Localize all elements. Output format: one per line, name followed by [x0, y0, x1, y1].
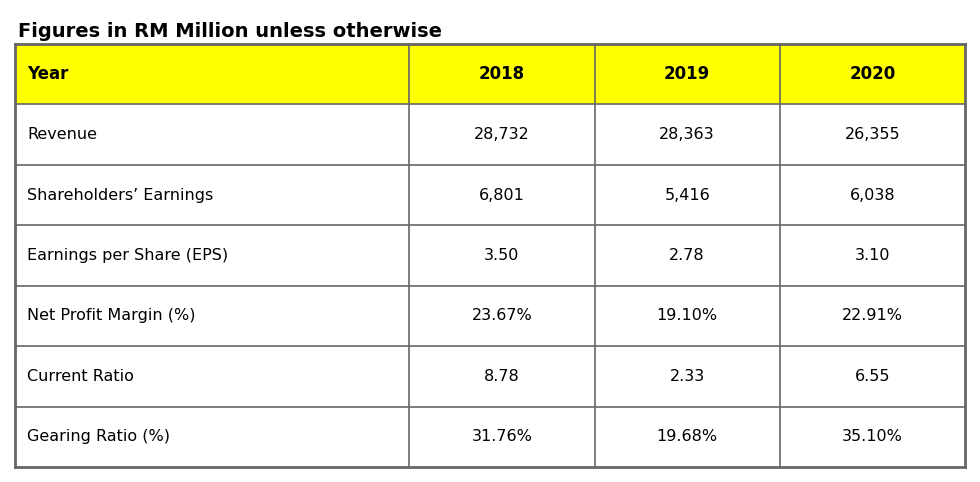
- Bar: [595, 407, 780, 467]
- Text: 28,363: 28,363: [660, 127, 715, 142]
- Bar: [15, 346, 410, 407]
- Text: Revenue: Revenue: [27, 127, 97, 142]
- Bar: [410, 165, 595, 225]
- Text: 19.10%: 19.10%: [657, 308, 717, 323]
- Text: 6,038: 6,038: [850, 187, 895, 202]
- Text: Current Ratio: Current Ratio: [27, 369, 134, 384]
- Bar: [780, 346, 965, 407]
- Text: 2.33: 2.33: [669, 369, 705, 384]
- Bar: [595, 165, 780, 225]
- Text: 8.78: 8.78: [484, 369, 519, 384]
- Text: 6,801: 6,801: [479, 187, 525, 202]
- Text: 28,732: 28,732: [474, 127, 530, 142]
- Text: Net Profit Margin (%): Net Profit Margin (%): [27, 308, 195, 323]
- Bar: [15, 105, 410, 165]
- Bar: [410, 44, 595, 105]
- Text: Shareholders’ Earnings: Shareholders’ Earnings: [27, 187, 214, 202]
- Bar: [780, 44, 965, 105]
- Text: 5,416: 5,416: [664, 187, 710, 202]
- Bar: [595, 44, 780, 105]
- Bar: [595, 286, 780, 346]
- Text: 22.91%: 22.91%: [842, 308, 903, 323]
- Bar: [410, 225, 595, 286]
- Text: 26,355: 26,355: [845, 127, 901, 142]
- Text: Earnings per Share (EPS): Earnings per Share (EPS): [27, 248, 228, 263]
- Text: Year: Year: [27, 65, 69, 83]
- Text: 31.76%: 31.76%: [471, 429, 532, 444]
- Bar: [595, 346, 780, 407]
- Bar: [595, 225, 780, 286]
- Text: 2018: 2018: [479, 65, 525, 83]
- Bar: [780, 165, 965, 225]
- Text: 6.55: 6.55: [855, 369, 890, 384]
- Text: Gearing Ratio (%): Gearing Ratio (%): [27, 429, 170, 444]
- Text: 2019: 2019: [664, 65, 710, 83]
- Bar: [410, 407, 595, 467]
- Bar: [780, 225, 965, 286]
- Text: 3.10: 3.10: [855, 248, 890, 263]
- Text: 2020: 2020: [850, 65, 896, 83]
- Text: Figures in RM Million unless otherwise: Figures in RM Million unless otherwise: [18, 22, 442, 41]
- Bar: [15, 286, 410, 346]
- Bar: [15, 407, 410, 467]
- Text: 35.10%: 35.10%: [842, 429, 903, 444]
- Text: 2.78: 2.78: [669, 248, 705, 263]
- Bar: [15, 165, 410, 225]
- Bar: [595, 105, 780, 165]
- Bar: [410, 286, 595, 346]
- Bar: [15, 44, 410, 105]
- Bar: [780, 105, 965, 165]
- Text: 23.67%: 23.67%: [471, 308, 532, 323]
- Text: 3.50: 3.50: [484, 248, 519, 263]
- Bar: [410, 346, 595, 407]
- Text: 19.68%: 19.68%: [657, 429, 717, 444]
- Bar: [780, 286, 965, 346]
- Bar: [410, 105, 595, 165]
- Bar: [15, 225, 410, 286]
- Bar: [780, 407, 965, 467]
